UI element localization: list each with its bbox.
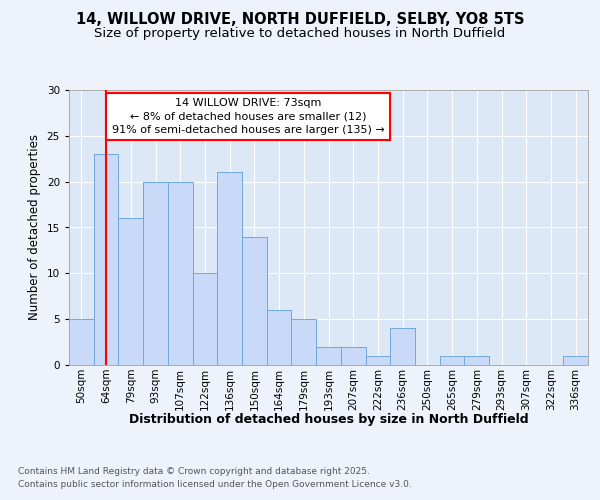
Bar xyxy=(94,154,118,365)
Bar xyxy=(168,182,193,365)
Text: Distribution of detached houses by size in North Duffield: Distribution of detached houses by size … xyxy=(129,412,529,426)
Bar xyxy=(316,346,341,365)
Bar xyxy=(563,356,588,365)
Bar xyxy=(118,218,143,365)
Bar xyxy=(292,319,316,365)
Bar xyxy=(242,236,267,365)
Bar xyxy=(390,328,415,365)
Text: Contains HM Land Registry data © Crown copyright and database right 2025.: Contains HM Land Registry data © Crown c… xyxy=(18,468,370,476)
Bar xyxy=(267,310,292,365)
Bar xyxy=(217,172,242,365)
Bar xyxy=(193,274,217,365)
Text: Contains public sector information licensed under the Open Government Licence v3: Contains public sector information licen… xyxy=(18,480,412,489)
Bar xyxy=(464,356,489,365)
Text: 14, WILLOW DRIVE, NORTH DUFFIELD, SELBY, YO8 5TS: 14, WILLOW DRIVE, NORTH DUFFIELD, SELBY,… xyxy=(76,12,524,28)
Bar xyxy=(365,356,390,365)
Y-axis label: Number of detached properties: Number of detached properties xyxy=(28,134,41,320)
Text: Size of property relative to detached houses in North Duffield: Size of property relative to detached ho… xyxy=(94,28,506,40)
Bar xyxy=(69,319,94,365)
Bar xyxy=(440,356,464,365)
Bar xyxy=(341,346,365,365)
Bar xyxy=(143,182,168,365)
Text: 14 WILLOW DRIVE: 73sqm
← 8% of detached houses are smaller (12)
91% of semi-deta: 14 WILLOW DRIVE: 73sqm ← 8% of detached … xyxy=(112,98,385,134)
